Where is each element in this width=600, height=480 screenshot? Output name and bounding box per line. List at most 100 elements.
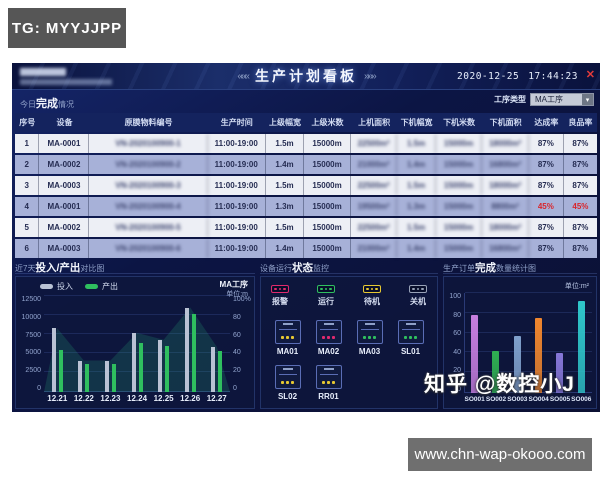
- gridline: [44, 352, 230, 353]
- bar-投入: [211, 346, 216, 392]
- io-chart-main: 12500 10000 7500 5000 2500 0 12.21 12.22 12.23 1…: [16, 295, 254, 403]
- machine-icon-top: [364, 323, 375, 325]
- io-chart-plot: 12.21 12.22 12.23 12.24 12.25 12.26 12.27: [44, 295, 230, 403]
- table-cell: 45%: [572, 202, 589, 211]
- machine-status-dots: [322, 336, 335, 339]
- gridline: [465, 311, 592, 313]
- status-dot: [409, 336, 412, 339]
- order-chart-grid: [464, 292, 592, 393]
- bar-pair: [150, 296, 177, 392]
- order-chart-unit: 单位:m²: [564, 283, 589, 290]
- status-legend-label: 待机: [364, 297, 380, 306]
- table-cell: 87%: [529, 218, 564, 237]
- y-tick-label: 10000: [21, 313, 41, 321]
- x-tick-label: 12.24: [127, 394, 148, 403]
- gridline: [44, 295, 230, 296]
- table-cell: 22500m²: [351, 176, 398, 195]
- table-row: 4 MA-0001 VN-2020100900-4 11:00-19:00 1.3m 15…: [15, 197, 597, 216]
- gridline: [465, 292, 592, 293]
- status-pill-icon: [317, 285, 335, 293]
- device-name: MA02: [317, 347, 340, 356]
- device-tile-sl01[interactable]: SL01: [390, 320, 431, 356]
- machine-icon: [397, 320, 424, 344]
- status-legend-label: 关机: [410, 297, 426, 306]
- table-body: 1 MA-0001 VN-2020100900-1 11:00-19:00 1.5m 15…: [15, 134, 597, 258]
- process-type-select[interactable]: MA工序 ▾: [530, 93, 594, 106]
- tg-watermark: TG: MYYJJPP: [8, 8, 126, 48]
- device-tile-ma01[interactable]: MA01: [267, 320, 308, 356]
- table-cell: 22500m²: [351, 218, 398, 237]
- order-chart-main: 100 80 60 40 20 0 SO001 SO002 SO003 SO004 SO005 SO…: [444, 292, 596, 405]
- bar-group: 12.26: [177, 296, 204, 403]
- table-cell: 87%: [529, 239, 564, 258]
- tg-watermark-label: TG: MYYJJPP: [11, 19, 123, 37]
- bar-zone: [507, 293, 528, 393]
- table-cell: 1.3m: [266, 197, 305, 216]
- bar-pair: [177, 296, 204, 392]
- status-panel-body: 报警 运行 待机 关机 MA01 MA02 MA03 SL01 SL02 RR01: [260, 276, 438, 409]
- io-title-suffix: 对比图: [80, 264, 105, 273]
- table-cell: 1.3m: [397, 197, 436, 216]
- bar-group: SO004: [528, 293, 549, 405]
- column-header: 上级幅宽: [269, 118, 302, 127]
- table-cell: 15000m: [436, 134, 483, 153]
- table-cell: 21000m²: [351, 155, 398, 174]
- bar-zone: [549, 293, 570, 393]
- io-chart-panel: 近7天 投入/产出 对比图 投入 产出 MA工序 单位:m 12500 10000 750…: [15, 260, 255, 409]
- gridline: [44, 371, 230, 372]
- bottom-panels: 近7天 投入/产出 对比图 投入 产出 MA工序 单位:m 12500 10000 750…: [15, 260, 597, 409]
- x-tick-label: SO006: [571, 396, 592, 403]
- machine-icon-line: [278, 329, 297, 330]
- status-dot: [322, 336, 325, 339]
- bar-投入: [51, 328, 56, 392]
- table-cell: 16800m²: [482, 155, 529, 174]
- right-tick-label: 0: [233, 384, 237, 392]
- left-chevrons-icon: «««: [237, 70, 250, 82]
- status-pill-icon: [271, 285, 289, 293]
- column-header: 下机米数: [443, 118, 476, 127]
- io-chart-area-silhouette: [44, 307, 230, 392]
- bar-pair: [124, 296, 151, 392]
- table-cell: VN-2020100900-6: [89, 239, 208, 258]
- status-dot: [332, 381, 335, 384]
- status-legend-label: 报警: [272, 297, 288, 306]
- device-tile-rr01[interactable]: RR01: [308, 365, 349, 401]
- right-tick-label: 80: [233, 313, 241, 321]
- status-dot: [412, 287, 415, 291]
- device-name: RR01: [318, 392, 339, 401]
- device-tile-sl02[interactable]: SL02: [267, 365, 308, 401]
- status-dot: [329, 287, 332, 291]
- machine-icon-line: [401, 329, 420, 330]
- table-cell: 11:00-19:00: [208, 239, 266, 258]
- table-cell: MA-0003: [39, 176, 90, 195]
- table-row: 1 MA-0001 VN-2020100900-1 11:00-19:00 1.5m 15…: [15, 134, 597, 153]
- status-legend: 报警 运行 待机 关机: [271, 285, 427, 307]
- status-dot: [368, 336, 371, 339]
- table-cell: MA-0003: [39, 239, 90, 258]
- io-chart-grid: [44, 295, 230, 392]
- machine-status-dots: [281, 381, 294, 384]
- table-cell: 8800m²: [482, 197, 529, 216]
- legend-label: 投入: [57, 282, 73, 291]
- status-dot: [375, 287, 378, 291]
- datetime: 2020-12-25 17:44:23: [457, 71, 578, 82]
- bar-group: 12.22: [71, 296, 98, 403]
- table-cell: 18000m²: [482, 176, 529, 195]
- table-cell: 15000m: [304, 134, 351, 153]
- close-button[interactable]: ✕: [585, 69, 595, 81]
- table-cell: MA-0001: [39, 197, 90, 216]
- bar-group: SO003: [507, 293, 528, 405]
- zhihu-watermark: 知乎 @数控小J: [424, 368, 575, 398]
- title-wrap: ««« 生产计划看板 »»»: [12, 63, 600, 89]
- status-dot: [332, 336, 335, 339]
- machine-icon-top: [282, 323, 293, 325]
- column-header: 上级米数: [311, 118, 344, 127]
- column-header: 达成率: [534, 118, 559, 127]
- x-tick-label: SO003: [507, 396, 528, 403]
- device-tile-ma03[interactable]: MA03: [349, 320, 390, 356]
- right-tick-label: 100%: [233, 296, 251, 303]
- bar-SO005: [556, 353, 564, 393]
- status-legend-item: 待机: [363, 285, 381, 307]
- table-cell: 4: [15, 197, 40, 216]
- device-tile-ma02[interactable]: MA02: [308, 320, 349, 356]
